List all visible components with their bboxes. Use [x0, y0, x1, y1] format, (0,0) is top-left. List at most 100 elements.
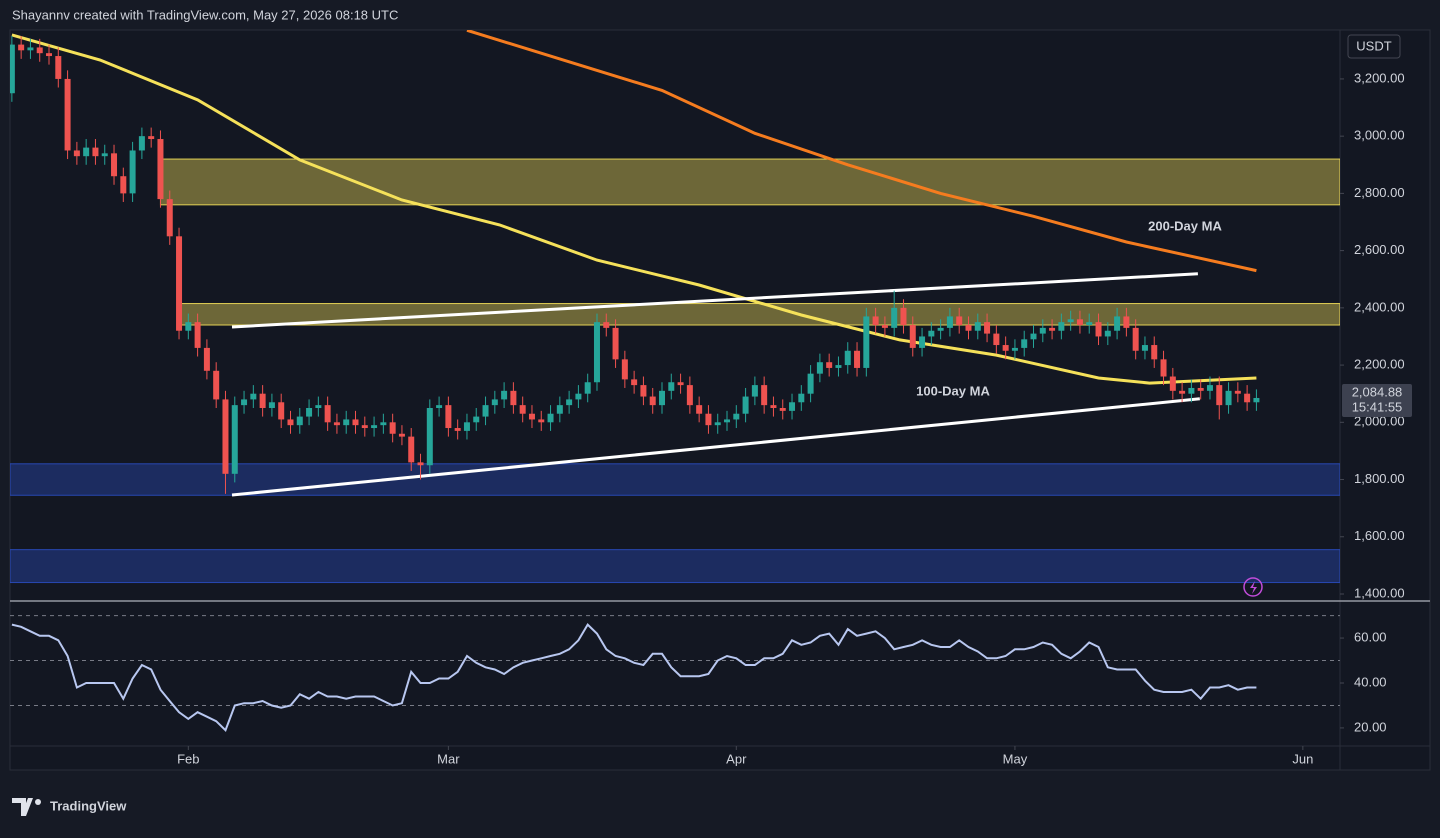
candle-body: [705, 413, 712, 426]
candle-body: [1197, 387, 1204, 391]
candle-body: [1086, 322, 1093, 326]
candle-body: [826, 362, 833, 368]
candle-body: [631, 379, 638, 386]
candle-body: [111, 153, 118, 177]
candle-body: [603, 322, 610, 328]
candle-body: [575, 393, 582, 400]
candle-body: [1021, 339, 1028, 348]
candle-body: [166, 199, 173, 237]
candle-body: [919, 336, 926, 348]
candle-body: [1104, 330, 1111, 337]
candle-body: [120, 176, 127, 194]
price-tag: [1342, 384, 1412, 418]
candle-body: [491, 399, 498, 406]
x-tick-label: May: [1003, 751, 1028, 766]
moving-average: [466, 30, 1257, 273]
candle-body: [55, 56, 62, 79]
candle-body: [268, 402, 275, 408]
candle-body: [250, 393, 257, 400]
candle-body: [909, 325, 916, 348]
candle-body: [445, 405, 452, 429]
candle-body: [900, 307, 907, 326]
y-tick-label: 2,000.00: [1354, 414, 1405, 429]
rsi-y-tick-label: 60.00: [1354, 629, 1387, 644]
candle-body: [454, 428, 461, 431]
candle-body: [1206, 385, 1213, 391]
y-tick-label: 1,400.00: [1354, 585, 1405, 600]
price-tag-countdown: 15:41:55: [1352, 399, 1403, 414]
rsi-line: [11, 623, 1257, 732]
candle-body: [761, 385, 768, 406]
candle-body: [965, 325, 972, 331]
y-tick-label: 3,200.00: [1354, 70, 1405, 85]
candle-body: [612, 327, 619, 360]
header-text: Shayannv created with TradingView.com, M…: [12, 7, 398, 22]
candle-body: [1151, 345, 1158, 360]
candle-body: [296, 416, 303, 426]
logo-dot: [35, 799, 41, 805]
candle-body: [863, 316, 870, 368]
candle-body: [528, 413, 535, 420]
zones: [10, 158, 1340, 584]
currency: USDT: [1356, 38, 1391, 53]
candle-body: [538, 419, 545, 423]
candle-body: [1114, 316, 1121, 331]
candle-body: [259, 393, 266, 408]
price-pane: [10, 30, 1260, 497]
candle-body: [157, 139, 164, 200]
candle-body: [324, 405, 331, 423]
candle-body: [361, 425, 368, 429]
logo-text: TradingView: [50, 798, 127, 813]
candle-body: [371, 425, 378, 429]
candle-body: [473, 416, 480, 423]
y-tick-label: 2,800.00: [1354, 185, 1405, 200]
candle-body: [733, 413, 740, 420]
candle-body: [510, 390, 517, 406]
candle-body: [1253, 397, 1260, 403]
candle-body: [176, 236, 183, 331]
candle-body: [46, 53, 53, 57]
candle-body: [1234, 390, 1241, 394]
candle-body: [287, 419, 294, 426]
candle-body: [222, 399, 229, 474]
candle-body: [1011, 347, 1018, 351]
candle-body: [1095, 322, 1102, 337]
candle-body: [10, 44, 15, 94]
candle-body: [658, 390, 665, 406]
candle-body: [844, 350, 851, 366]
x-tick-label: Apr: [726, 751, 747, 766]
zone: [10, 549, 1340, 584]
candle-body: [816, 362, 823, 374]
candle-body: [389, 422, 396, 434]
candle-body: [1188, 387, 1195, 394]
candle-body: [36, 47, 43, 54]
candle-body: [928, 330, 935, 337]
candle-body: [231, 405, 238, 474]
candle-body: [1216, 385, 1223, 406]
candle-body: [547, 413, 554, 423]
rsi-y-tick-label: 40.00: [1354, 674, 1387, 689]
candle-body: [937, 327, 944, 331]
candle-body: [1141, 345, 1148, 351]
y-tick-label: 2,200.00: [1354, 357, 1405, 372]
candle-body: [686, 385, 693, 406]
price-tag-label: 2,084.88: [1352, 384, 1403, 399]
candle-body: [556, 405, 563, 414]
candle-body: [696, 405, 703, 414]
alert-bolt: [1250, 581, 1257, 594]
candle-body: [1244, 393, 1251, 403]
candle-body: [278, 402, 285, 420]
candle-body: [315, 405, 322, 408]
candle-body: [724, 419, 731, 423]
candle-body: [417, 462, 424, 466]
candle-body: [83, 147, 90, 157]
candle-body: [798, 393, 805, 403]
alert-icon[interactable]: [1243, 577, 1263, 597]
candle-body: [343, 419, 350, 426]
candle-body: [1123, 316, 1130, 328]
y-tick-label: 2,600.00: [1354, 242, 1405, 257]
candle-body: [1225, 390, 1232, 406]
candle-body: [593, 322, 600, 383]
candle-body: [770, 405, 777, 408]
